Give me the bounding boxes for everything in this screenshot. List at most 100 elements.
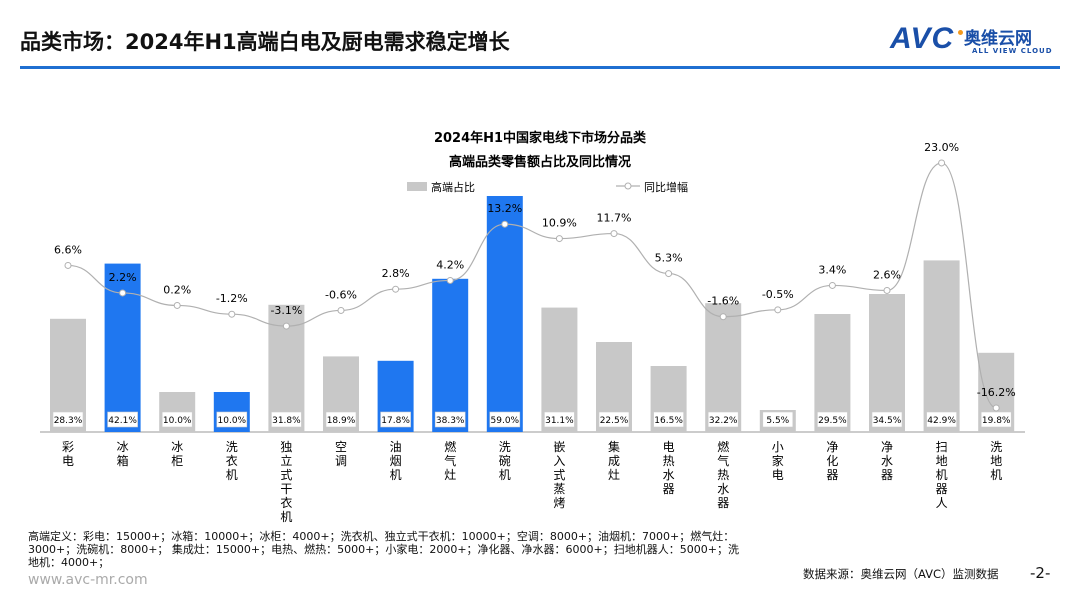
x-tick-label: 灶 xyxy=(608,468,620,482)
bar-label-box xyxy=(707,411,739,428)
bar-label-box xyxy=(325,411,357,428)
line-point-净化器 xyxy=(828,281,836,289)
x-tick-label: 烤 xyxy=(553,495,565,510)
line-point-冰柜 xyxy=(173,301,181,309)
x-tick-label: 成 xyxy=(608,454,620,468)
x-tick-label: 机 xyxy=(936,468,948,482)
line-value-label: 4.2% xyxy=(436,258,464,271)
bar-label-box xyxy=(434,411,466,428)
x-tick-label: 净 xyxy=(881,440,893,454)
bar-value-label: 31.1% xyxy=(545,416,574,426)
bar-label-box xyxy=(598,411,630,428)
line-value-label: 0.2% xyxy=(163,283,191,296)
x-tick-label: 碗 xyxy=(499,453,511,468)
line-value-label: -1.6% xyxy=(707,295,739,308)
line-value-label: 2.2% xyxy=(109,271,137,284)
bar-label-box xyxy=(489,411,521,428)
x-tick-label: 柜 xyxy=(171,454,183,468)
legend-bar-swatch xyxy=(407,182,427,191)
x-tick-label: 蒸 xyxy=(553,482,565,496)
x-tick-label: 机 xyxy=(990,468,1002,482)
x-tick-label: 灶 xyxy=(444,468,456,482)
x-tick-label: 机 xyxy=(280,510,292,524)
x-tick-label: 集 xyxy=(608,439,620,454)
bar-value-label: 22.5% xyxy=(600,416,629,426)
line-value-label: 6.6% xyxy=(54,243,82,256)
x-tick-label: 式 xyxy=(280,468,292,482)
x-tick-label: 衣 xyxy=(280,495,292,510)
x-tick-label: 净 xyxy=(826,440,838,454)
bar-label-box xyxy=(653,411,684,428)
line-value-label: 2.6% xyxy=(873,268,901,281)
line-point-扫地机器人 xyxy=(938,159,946,167)
x-tick-label: 器 xyxy=(826,468,838,482)
page-number: -2- xyxy=(1030,564,1051,582)
line-value-label: -0.6% xyxy=(325,288,357,301)
line-point-燃气灶 xyxy=(446,276,454,284)
chart-title-line-2: 高端品类零售额占比及同比情况 xyxy=(449,154,631,170)
line-value-label: 3.4% xyxy=(818,263,846,276)
line-point-集成灶 xyxy=(610,230,618,238)
line-value-label: -1.2% xyxy=(216,292,248,305)
x-tick-label: 入 xyxy=(553,454,565,468)
legend-line-label: 同比增幅 xyxy=(644,180,688,194)
bar-value-label: 18.9% xyxy=(327,416,356,426)
bar-净水器 xyxy=(869,294,905,432)
bar-value-label: 31.8% xyxy=(272,416,301,426)
bar-value-label: 34.5% xyxy=(873,416,902,426)
bar-label-box xyxy=(762,411,794,428)
x-tick-label: 洗 xyxy=(226,440,238,454)
line-value-label: 5.3% xyxy=(655,252,683,265)
avc-logo: AVC 奥维云网 ALL VIEW CLOUD xyxy=(890,22,1053,55)
x-tick-label: 彩 xyxy=(62,440,74,454)
x-tick-label: 干 xyxy=(280,482,292,496)
x-tick-label: 洗 xyxy=(499,440,511,454)
line-value-label: 13.2% xyxy=(487,202,522,215)
x-tick-label: 机 xyxy=(226,468,238,482)
bar-label-box xyxy=(817,411,848,428)
bar-value-label: 16.5% xyxy=(654,416,683,426)
x-tick-label: 器 xyxy=(881,468,893,482)
bar-洗碗机 xyxy=(486,196,523,432)
x-tick-label: 冰 xyxy=(171,440,183,454)
bar-value-label: 28.3% xyxy=(54,416,83,426)
line-point-洗地机 xyxy=(992,404,1000,412)
line-point-燃气热水器 xyxy=(719,313,727,321)
bar-冰箱 xyxy=(104,263,141,432)
bar-value-label: 42.1% xyxy=(108,416,137,426)
bar-label-box xyxy=(380,411,411,428)
line-point-净水器 xyxy=(883,286,891,294)
title-divider xyxy=(20,66,1060,69)
x-tick-label: 水 xyxy=(881,454,893,468)
line-point-油烟机 xyxy=(392,285,400,293)
chart-title-line-1: 2024年H1中国家电线下市场分品类 xyxy=(434,130,647,146)
x-tick-label: 气 xyxy=(444,453,456,468)
page-title: 品类市场：2024年H1高端白电及厨电需求稳定增长 xyxy=(20,30,510,54)
bar-value-label: 10.0% xyxy=(218,416,247,426)
x-tick-label: 燃 xyxy=(444,439,456,454)
line-value-label: 11.7% xyxy=(597,212,632,225)
x-tick-label: 衣 xyxy=(226,453,238,468)
bar-扫地机器人 xyxy=(923,260,960,432)
x-tick-label: 化 xyxy=(826,454,838,468)
bar-label-box xyxy=(216,411,248,428)
line-point-彩电 xyxy=(64,261,72,269)
x-tick-label: 嵌 xyxy=(553,440,565,454)
line-value-label: 2.8% xyxy=(382,267,410,280)
website-link[interactable]: www.avc-mr.com xyxy=(28,572,148,588)
line-value-label: 23.0% xyxy=(924,141,959,154)
data-source: 数据来源：奥维云网（AVC）监测数据 xyxy=(803,567,999,581)
line-point-冰箱 xyxy=(119,289,127,297)
bar-label-box xyxy=(107,411,138,428)
bar-value-label: 29.5% xyxy=(818,416,847,426)
x-tick-label: 烟 xyxy=(390,454,402,468)
x-tick-label: 机 xyxy=(390,468,402,482)
line-point-电热水器 xyxy=(665,270,673,278)
bar-嵌入式蒸烤 xyxy=(541,307,578,432)
bar-label-box xyxy=(271,411,302,428)
footnote: 高端定义：彩电：15000+；冰箱：10000+；冰柜：4000+；洗衣机、独立… xyxy=(28,530,739,569)
x-tick-label: 空 xyxy=(335,440,347,454)
line-point-嵌入式蒸烤 xyxy=(555,235,563,243)
growth-line xyxy=(67,162,997,409)
line-value-label: -0.5% xyxy=(762,288,794,301)
